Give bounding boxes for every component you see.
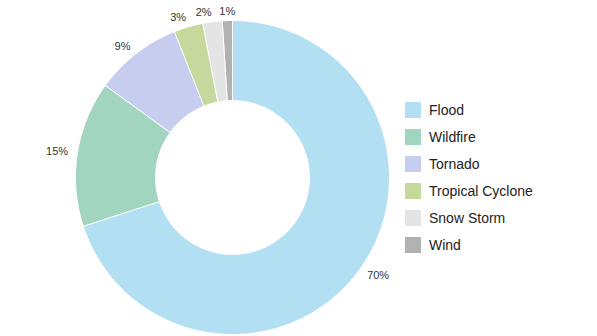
- svg-text:15%: 15%: [46, 145, 68, 157]
- html-text:Wildfire: Wildfire: [429, 128, 476, 145]
- svg-text:2%: 2%: [196, 6, 212, 18]
- html-text:Tropical Cyclone: Tropical Cyclone: [429, 182, 533, 199]
- html-text:Snow Storm: Snow Storm: [429, 209, 506, 226]
- html-text:Wind: Wind: [429, 236, 461, 253]
- svg-text:1%: 1%: [219, 5, 235, 17]
- svg-text:70%: 70%: [367, 269, 389, 281]
- html-text:Flood: Flood: [429, 101, 464, 118]
- svg-text:9%: 9%: [115, 40, 131, 52]
- svg-text:3%: 3%: [170, 11, 186, 23]
- html-text:Tornado: Tornado: [429, 155, 480, 172]
